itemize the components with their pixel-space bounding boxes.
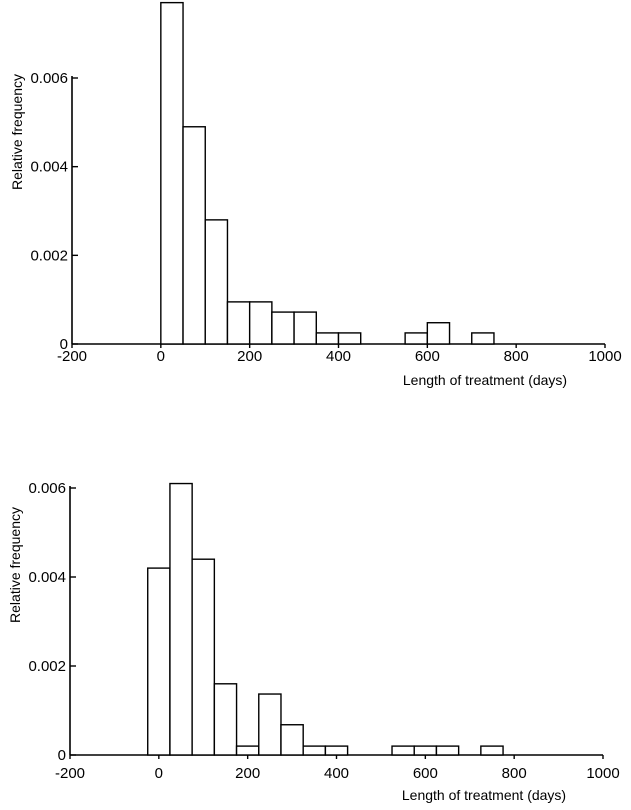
x-tick-label: 600 — [415, 348, 440, 365]
x-tick-label: 200 — [237, 348, 262, 365]
histogram-bar — [293, 311, 317, 345]
histogram-bar — [413, 745, 438, 756]
histogram-bar — [426, 322, 451, 345]
histogram-bar — [404, 332, 429, 345]
histogram-bar — [235, 745, 260, 756]
y-tick-label: 0 — [58, 747, 66, 764]
histogram-bar — [324, 745, 349, 756]
y-axis: 0 0.002 0.004 0.006 — [28, 480, 76, 764]
histogram-bar — [169, 482, 193, 756]
histogram-bar — [226, 301, 251, 345]
x-tick-label: 600 — [413, 765, 438, 782]
x-tick-label: 1000 — [586, 765, 619, 782]
y-tick-label: 0.002 — [28, 658, 66, 675]
bars — [147, 482, 504, 756]
y-axis-title: Relative frequency — [9, 74, 25, 190]
y-tick-label: 0 — [60, 336, 68, 353]
x-tick-label: 1000 — [588, 348, 621, 365]
histogram-bar — [248, 301, 273, 345]
histogram-bar — [337, 332, 362, 345]
histogram-bar — [302, 745, 327, 756]
histogram-bar — [271, 311, 295, 345]
x-axis: -200 0 200 400 600 800 1000 — [55, 754, 620, 782]
histogram-bar — [147, 567, 171, 756]
bars — [160, 1, 495, 345]
histogram-bar — [191, 558, 216, 756]
x-axis-title: Length of treatment (days) — [403, 372, 567, 388]
x-tick-label: 800 — [502, 765, 527, 782]
histogram-bar — [258, 693, 282, 756]
histogram-bar — [160, 1, 184, 345]
histogram-bar — [280, 724, 304, 756]
histogram-bar — [182, 126, 206, 345]
x-tick-label: -200 — [55, 765, 85, 782]
chart-top: Relative frequency Length of treatment (… — [9, 1, 622, 388]
x-tick-label: 400 — [324, 765, 349, 782]
histogram-bar — [213, 683, 238, 756]
x-axis-title: Length of treatment (days) — [402, 787, 566, 803]
histogram-bar — [471, 332, 495, 345]
x-tick-label: 200 — [235, 765, 260, 782]
histogram-bar — [435, 745, 460, 756]
x-tick-label: 0 — [155, 765, 163, 782]
x-tick-label: -200 — [57, 348, 87, 365]
histogram-bar — [204, 219, 229, 345]
y-tick-label: 0.006 — [30, 70, 68, 87]
histogram-bar — [480, 745, 504, 756]
y-tick-label: 0.006 — [28, 480, 66, 497]
histogram-bar — [391, 745, 415, 756]
y-axis-title: Relative frequency — [7, 507, 23, 623]
x-tick-label: 0 — [157, 348, 165, 365]
chart-bottom: Relative frequency Length of treatment (… — [7, 480, 620, 803]
histogram-bar — [315, 332, 340, 345]
y-axis: 0 0.002 0.004 0.006 — [30, 70, 78, 353]
x-tick-label: 400 — [326, 348, 351, 365]
y-tick-label: 0.004 — [28, 569, 66, 586]
y-tick-label: 0.002 — [30, 247, 68, 264]
x-axis: -200 0 200 400 600 800 1000 — [57, 343, 622, 365]
y-tick-label: 0.004 — [30, 159, 68, 176]
x-tick-label: 800 — [504, 348, 529, 365]
